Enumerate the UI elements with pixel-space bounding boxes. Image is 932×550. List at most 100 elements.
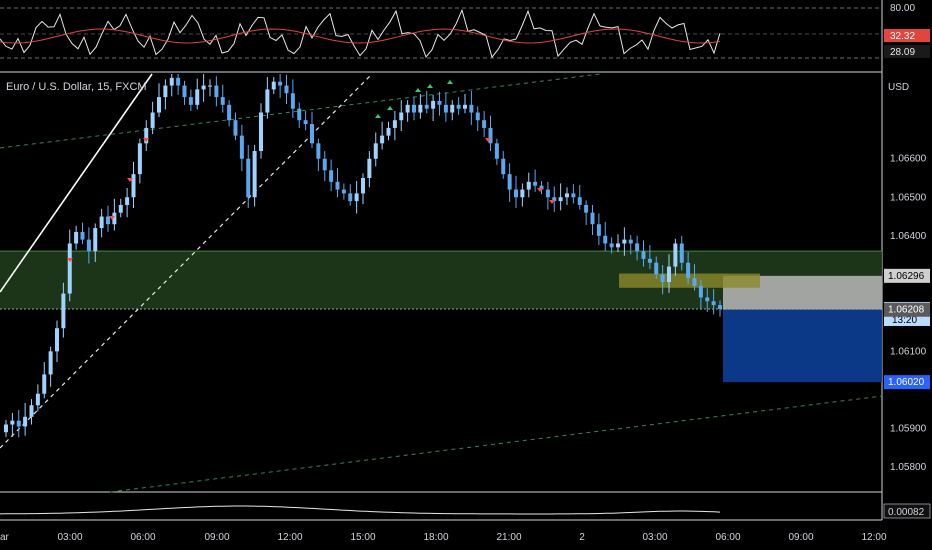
candle (297, 102, 302, 128)
candle-body (641, 251, 646, 259)
candle (86, 227, 91, 264)
trendline-layer[interactable] (0, 73, 883, 493)
time-tick-label: 21:00 (496, 532, 521, 543)
candle-body (150, 112, 155, 128)
candle-body (310, 124, 314, 144)
candle (373, 132, 378, 167)
time-tick-label: 18:00 (423, 532, 448, 543)
buy-signal-marker (415, 88, 421, 92)
yellow-supply-box[interactable] (619, 273, 760, 288)
candle (329, 159, 334, 192)
candle (558, 183, 563, 211)
candle (290, 79, 295, 118)
candle-body (93, 228, 98, 252)
candle-body (565, 193, 569, 198)
candle (673, 238, 678, 276)
candle-body (80, 231, 85, 240)
candle (131, 161, 136, 209)
candle-body (520, 189, 525, 198)
candle (437, 91, 442, 116)
buy-signal-marker (387, 106, 393, 110)
time-tick-label: 12:00 (861, 532, 886, 543)
candle-body (67, 243, 72, 294)
candle (686, 251, 691, 285)
candle (348, 184, 353, 206)
candle-body (61, 293, 66, 329)
candle (74, 225, 79, 250)
solid-trendline[interactable] (0, 73, 153, 293)
candle-body (23, 416, 28, 427)
green-dashed-channel-bottom[interactable] (109, 395, 883, 493)
candle (654, 256, 659, 279)
take-profit-box[interactable] (723, 309, 882, 383)
candle (227, 100, 232, 127)
time-tick-label: 03:00 (57, 532, 82, 543)
candle-body (106, 216, 110, 225)
candle-body (711, 301, 716, 306)
candle (590, 204, 595, 236)
candle-body (705, 297, 710, 302)
price-badge (884, 268, 930, 283)
price-tick-label: 1.06100 (890, 346, 927, 357)
candle (718, 300, 722, 317)
candle-body (42, 374, 47, 394)
candle (552, 186, 557, 212)
candles-layer (4, 74, 722, 438)
candle-body (647, 258, 652, 263)
candle-body (679, 243, 684, 263)
candle-body (686, 262, 691, 279)
price-tick-label: 1.06400 (890, 231, 927, 242)
candle (35, 384, 40, 412)
symbol-title[interactable]: Euro / U.S. Dollar, 15, FXCM (6, 81, 147, 93)
candle (463, 94, 467, 114)
price-badge (884, 375, 930, 390)
candle (67, 229, 72, 302)
candle (456, 97, 461, 115)
candle-body (233, 120, 238, 136)
candle (482, 110, 487, 138)
candle-body (584, 204, 589, 213)
candle (679, 235, 684, 271)
candle-body (278, 81, 283, 86)
candle-body (577, 197, 582, 205)
time-tick-label: 09:00 (788, 532, 813, 543)
candle (144, 120, 149, 152)
candle-body (526, 181, 531, 190)
sell-signal-marker (537, 188, 543, 192)
candle-body (259, 112, 263, 152)
candle (246, 144, 251, 209)
candle (208, 79, 212, 97)
candle-body (99, 216, 104, 229)
candle (475, 106, 480, 132)
candle (182, 80, 187, 105)
candle-body (131, 174, 136, 198)
candle-body (271, 81, 276, 90)
candle (539, 181, 544, 195)
candle (469, 90, 474, 125)
candle-body (654, 262, 659, 275)
candle (42, 362, 47, 399)
candle-body (316, 143, 321, 159)
price-axis[interactable]: 1.06600 1.06500 1.06400 1.05900 1.05800 1.062… (884, 154, 930, 473)
candle (571, 184, 576, 204)
candle (565, 187, 569, 205)
candle-body (48, 351, 53, 375)
candle (367, 151, 372, 188)
candle (303, 110, 308, 131)
candle-body (482, 120, 487, 128)
sell-signal-marker (549, 200, 555, 204)
candle-body (475, 112, 480, 121)
time-axis[interactable]: ar 03:00 06:00 09:00 12:00 15:00 18:00 21:00 2 03… (0, 532, 887, 543)
candle (99, 208, 104, 238)
buy-signal-marker (447, 80, 453, 84)
candle-body (55, 328, 59, 352)
candle-body (144, 127, 149, 144)
candle (341, 183, 346, 200)
candle-body (494, 143, 499, 159)
candle-body (118, 204, 123, 213)
candle-body (290, 93, 295, 109)
candle (450, 100, 455, 121)
candle (354, 181, 359, 214)
candle-body (182, 85, 187, 98)
